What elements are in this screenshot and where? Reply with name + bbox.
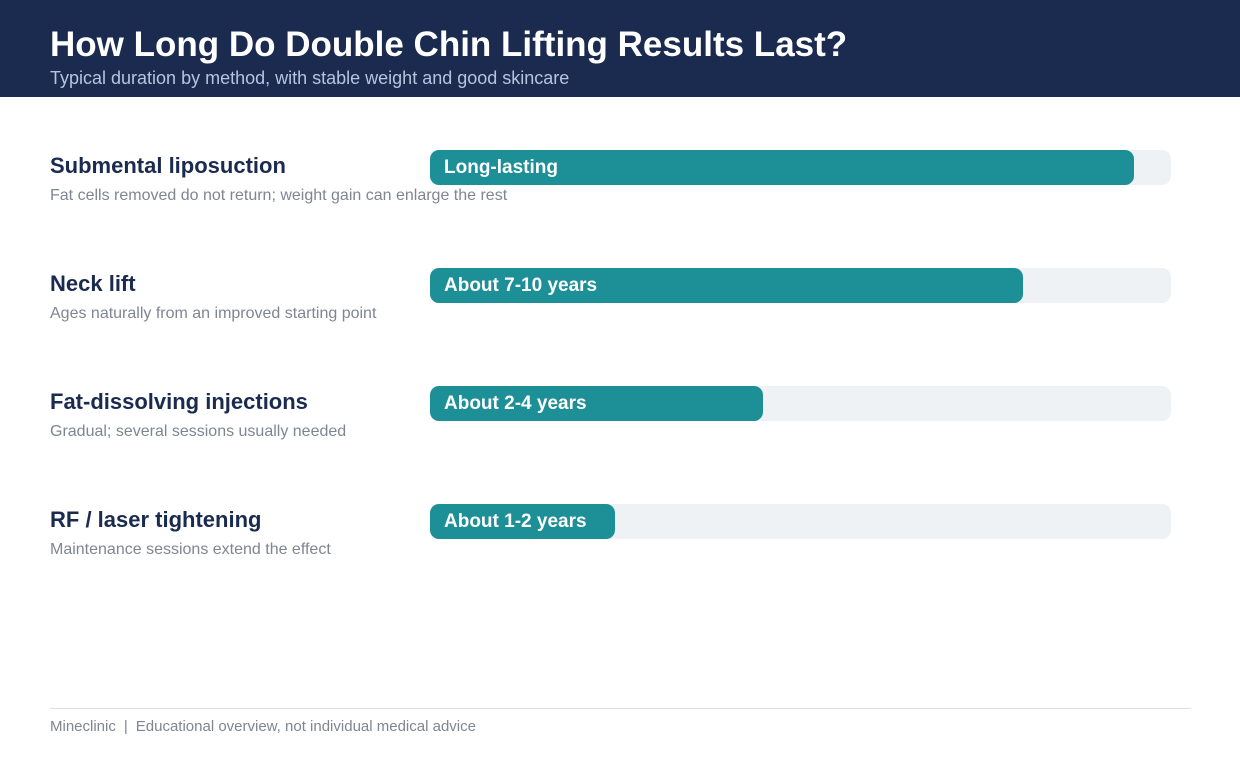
bar-data-label: About 2-4 years [444, 393, 587, 414]
bar-row: Submental liposuction Fat cells removed … [0, 150, 1240, 230]
footer-disclaimer: Educational overview, not individual med… [135, 718, 476, 735]
bar-category-label: RF / laser tightening [50, 507, 262, 532]
footer: Mineclinic | Educational overview, not ind… [50, 717, 476, 737]
footer-brand: Mineclinic [50, 718, 116, 735]
bar-data-label: Long-lasting [444, 157, 558, 178]
bar-track: About 2-4 years [430, 386, 1171, 421]
bar: About 2-4 years [430, 386, 763, 421]
bar-note: Maintenance sessions extend the effect [50, 541, 331, 558]
bar-row: Neck lift Ages naturally from an improve… [0, 268, 1240, 348]
bar: About 7-10 years [430, 268, 1023, 303]
bar-note: Ages naturally from an improved starting… [50, 305, 377, 322]
bar-data-label: About 1-2 years [444, 511, 587, 532]
page-title: How Long Do Double Chin Lifting Results … [50, 25, 848, 64]
bar-note: Fat cells removed do not return; weight … [50, 187, 508, 204]
bar-row: RF / laser tightening Maintenance sessio… [0, 504, 1240, 584]
bar-category-label: Fat-dissolving injections [50, 389, 308, 414]
bar: Long-lasting [430, 150, 1134, 185]
bar-track: About 1-2 years [430, 504, 1171, 539]
bar-note: Gradual; several sessions usually needed [50, 423, 347, 440]
footer-divider [50, 708, 1191, 709]
page-subtitle: Typical duration by method, with stable … [50, 68, 570, 88]
footer-separator: | [123, 718, 128, 735]
header-banner: How Long Do Double Chin Lifting Results … [0, 0, 1240, 97]
bar-category-label: Submental liposuction [50, 153, 286, 178]
bar-track: About 7-10 years [430, 268, 1171, 303]
bar: About 1-2 years [430, 504, 615, 539]
bar-row: Fat-dissolving injections Gradual; sever… [0, 386, 1240, 466]
bar-track: Long-lasting [430, 150, 1171, 185]
bar-data-label: About 7-10 years [444, 275, 598, 296]
bar-category-label: Neck lift [50, 271, 136, 296]
